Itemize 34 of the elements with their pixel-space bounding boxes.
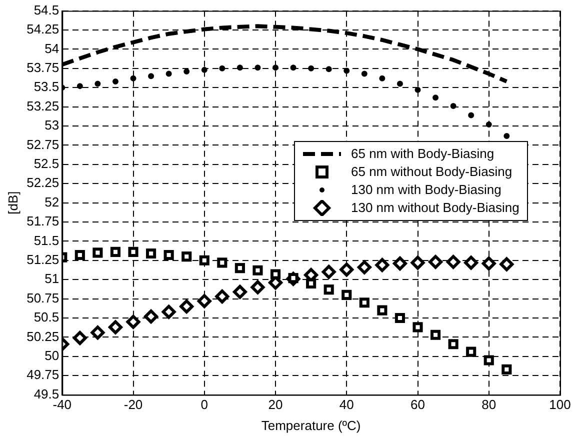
legend-label: 130 nm without Body-Biasing bbox=[351, 199, 520, 218]
legend-label: 65 nm with Body-Biasing bbox=[351, 145, 494, 164]
x-tick-label: 20 bbox=[268, 397, 283, 412]
y-tick-label: 53.25 bbox=[26, 98, 60, 114]
y-tick-label: 50 bbox=[44, 348, 60, 363]
y-tick-label: 52.75 bbox=[26, 136, 60, 152]
y-tick-label: 52.5 bbox=[34, 156, 60, 171]
y-tick-label: 52.25 bbox=[26, 175, 60, 190]
y-tick-label: 51 bbox=[44, 271, 60, 286]
y-tick-label: 49.75 bbox=[26, 367, 60, 382]
y-tick-label: 51.75 bbox=[26, 214, 60, 229]
x-tick-label: 100 bbox=[549, 397, 571, 412]
y-tick-label: 51.5 bbox=[34, 232, 60, 248]
x-tick-label: 60 bbox=[410, 397, 425, 412]
y-tick-label: 51.25 bbox=[26, 252, 60, 267]
x-tick-label: 80 bbox=[482, 397, 496, 412]
y-axis-title: [dB] bbox=[5, 191, 20, 214]
y-tick-label: 50.5 bbox=[34, 310, 60, 325]
y-tick-label: 53.5 bbox=[34, 79, 60, 94]
y-tick-label: 53.75 bbox=[26, 60, 60, 75]
y-tick-label: 54.5 bbox=[34, 2, 60, 18]
y-tick-label: 52 bbox=[44, 194, 60, 210]
x-axis-title: Temperature (ºC) bbox=[261, 418, 361, 433]
x-tick-label: 0 bbox=[200, 397, 208, 412]
y-tick-label: 50.25 bbox=[26, 328, 60, 344]
y-tick-label: 54 bbox=[44, 40, 60, 56]
legend-label: 65 nm without Body-Biasing bbox=[351, 163, 512, 182]
legend-label: 130 nm with Body-Biasing bbox=[351, 181, 502, 200]
x-tick-label: 40 bbox=[339, 397, 354, 412]
y-tick-label: 50.75 bbox=[26, 290, 60, 306]
y-tick-label: 53 bbox=[44, 118, 60, 133]
y-tick-label: 54.25 bbox=[26, 22, 60, 37]
x-tick-label: -20 bbox=[124, 397, 143, 412]
y-tick-label: 49.5 bbox=[34, 386, 60, 402]
